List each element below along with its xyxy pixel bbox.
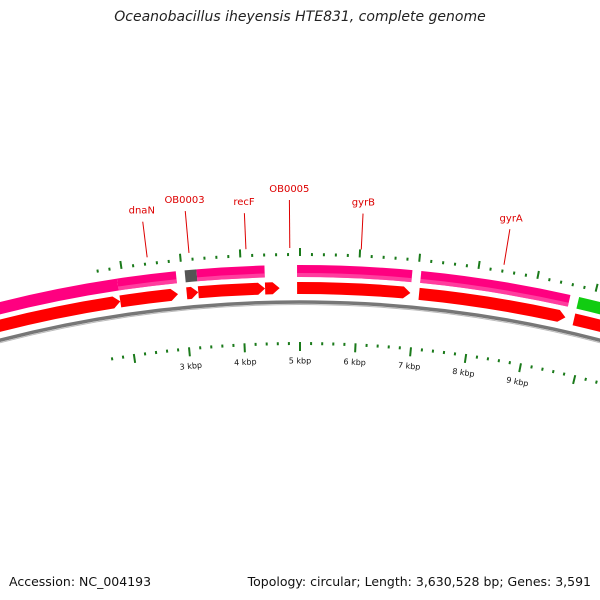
outer-tick [548, 278, 551, 282]
scale-label: 5 kbp [289, 357, 311, 366]
outer-tick [418, 253, 421, 262]
gene-label-dnaN: dnaN [129, 206, 155, 217]
scale-tick [595, 380, 598, 384]
scale-label: 7 kbp [398, 361, 421, 372]
scale-tick [562, 372, 566, 376]
gene-label-gyrB: gyrB [352, 198, 375, 209]
strand-arrow-recF [197, 282, 266, 299]
outer-tick [179, 253, 182, 262]
gene-label-layer: dnaN OB0003 recF OB0005 gyrB gyrA [129, 184, 523, 265]
backbone-arc [0, 300, 600, 343]
gene-block-highlight [297, 272, 412, 283]
gene-label-gyrA: gyrA [500, 213, 523, 224]
scale-label: 3 kbp [179, 361, 202, 372]
outer-tick [536, 270, 540, 280]
scale-tick [572, 374, 577, 385]
gene-track [0, 265, 600, 315]
strand-track [0, 282, 600, 332]
gene-label-line [142, 221, 148, 258]
scale-label: 9 kbp [505, 375, 529, 388]
gene-label-recF: recF [233, 197, 255, 208]
strand-arrow-edge-left [0, 296, 121, 332]
genome-backbone [0, 300, 600, 344]
scale-label: 8 kbp [452, 367, 475, 379]
gene-label-line [243, 213, 247, 250]
scale-tick [409, 347, 412, 357]
genome-summary: Topology: circular; Length: 3,630,528 bp… [247, 574, 591, 589]
scale-tick [584, 377, 587, 382]
genome-title: Oceanobacillus iheyensis HTE831, complet… [114, 9, 486, 25]
outer-tick-ring [96, 248, 599, 292]
outer-tick [477, 260, 481, 270]
gene-block-highlight [420, 278, 569, 307]
scale-tick [530, 365, 533, 369]
outer-tick [571, 283, 575, 287]
outer-tick [559, 280, 563, 284]
outer-tick [583, 285, 586, 290]
scale-tick [132, 353, 137, 364]
scale-tick [188, 347, 191, 357]
gene-label-line [503, 229, 511, 265]
gene-block-highlight [197, 273, 265, 282]
strand-arrow-gyrB [297, 282, 411, 299]
gene-label-line [360, 213, 364, 250]
strand-arrow-dnaN [119, 288, 179, 308]
strand-arrow-edge-right [572, 313, 600, 332]
gene-block-highlight [118, 279, 177, 291]
scale-tick [497, 359, 501, 363]
outer-tick [119, 260, 123, 270]
scale-tick [508, 361, 512, 365]
accession-label: Accession: NC_004193 [9, 574, 152, 589]
backbone-shadow [0, 304, 600, 344]
outer-tick [524, 273, 528, 277]
outer-tick [512, 271, 516, 275]
scale-tick [551, 369, 555, 374]
scale-label: 6 kbp [343, 357, 366, 367]
gene-block-OB0003 [184, 269, 198, 283]
gene-label-OB0005: OB0005 [269, 184, 309, 195]
strand-arrow-OB0003 [186, 286, 199, 300]
scale-tick-ring: 3 kbp 4 kbp 5 kbp 6 kbp 7 kbp 8 kbp 9 kbp [110, 342, 598, 388]
gene-label-line [184, 211, 190, 253]
strand-arrow-OB0005 [264, 282, 280, 295]
scale-tick [463, 353, 468, 364]
scale-tick [541, 367, 544, 371]
outer-tick [594, 283, 599, 292]
strand-arrow-gyrA [418, 287, 566, 322]
scale-tick [518, 363, 522, 373]
gene-block-edge-right [576, 296, 600, 315]
scale-label: 4 kbp [234, 357, 257, 367]
gene-label-OB0003: OB0003 [164, 195, 204, 206]
gene-block-edge-left [0, 278, 119, 315]
